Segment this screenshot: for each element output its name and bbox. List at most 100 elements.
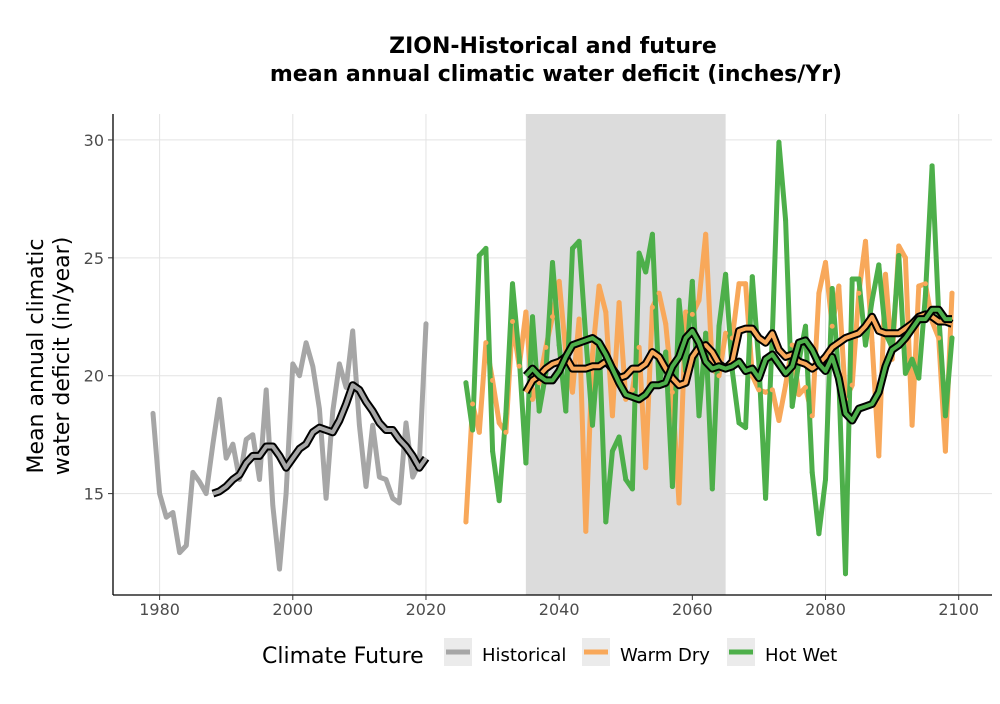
legend-label-historical: Historical bbox=[482, 645, 566, 666]
legend-item-hot-wet: Hot Wet bbox=[727, 638, 837, 666]
legend-item-historical: Historical bbox=[444, 638, 566, 666]
data-point-hot-wet bbox=[589, 422, 595, 428]
x-tick-label: 2020 bbox=[406, 600, 447, 619]
y-axis-label: Mean annual climatic water deficit (in/y… bbox=[24, 237, 75, 476]
data-point-hot-wet bbox=[663, 349, 669, 355]
data-point-hot-wet bbox=[869, 297, 875, 303]
tick-labels: 1980 2000 2020 2040 2060 2080 2100 15 20 25 30 bbox=[84, 131, 979, 619]
data-point-hot-wet bbox=[536, 408, 542, 414]
data-point-hot-wet bbox=[743, 425, 749, 431]
legend-item-warm-dry: Warm Dry bbox=[582, 638, 710, 666]
data-point-hot-wet bbox=[496, 498, 502, 504]
data-point-hot-wet bbox=[723, 271, 729, 277]
data-point-warm-dry bbox=[523, 309, 529, 315]
data-point-warm-dry bbox=[876, 453, 882, 459]
data-point-hot-wet bbox=[490, 448, 496, 454]
data-point-hot-wet bbox=[809, 469, 815, 475]
data-point-hot-wet bbox=[483, 245, 489, 251]
y-axis-label-line-2: water deficit (in/year) bbox=[50, 237, 75, 476]
data-point-hot-wet bbox=[763, 495, 769, 501]
data-point-hot-wet bbox=[716, 323, 722, 329]
data-point-warm-dry bbox=[643, 465, 649, 471]
data-point-hot-wet bbox=[556, 342, 562, 348]
series-line-hot-wet bbox=[463, 139, 955, 577]
legend-title: Climate Future bbox=[262, 644, 424, 669]
data-point-hot-wet bbox=[916, 375, 922, 381]
data-point-hot-wet bbox=[896, 252, 902, 258]
data-point-hot-wet bbox=[789, 403, 795, 409]
x-tick-label: 2060 bbox=[672, 600, 713, 619]
trend-line-hot-wet bbox=[524, 307, 952, 423]
data-point-warm-dry bbox=[916, 283, 922, 289]
data-point-warm-dry bbox=[583, 528, 589, 534]
data-point-warm-dry bbox=[470, 401, 476, 407]
x-tick-label: 2100 bbox=[938, 600, 979, 619]
data-point-hot-wet bbox=[569, 245, 575, 251]
data-point-warm-dry bbox=[936, 335, 942, 341]
data-point-hot-wet bbox=[689, 278, 695, 284]
data-point-warm-dry bbox=[483, 340, 489, 346]
y-tick-label: 15 bbox=[84, 485, 104, 504]
data-point-warm-dry bbox=[609, 413, 615, 419]
data-point-warm-dry bbox=[789, 342, 795, 348]
data-point-warm-dry bbox=[516, 363, 522, 369]
data-point-warm-dry bbox=[896, 243, 902, 249]
data-point-warm-dry bbox=[942, 448, 948, 454]
data-point-warm-dry bbox=[776, 418, 782, 424]
data-point-hot-wet bbox=[516, 354, 522, 360]
data-point-warm-dry bbox=[816, 290, 822, 296]
trend-line-warm-dry bbox=[524, 312, 953, 394]
data-point-hot-wet bbox=[696, 413, 702, 419]
data-point-hot-wet bbox=[649, 231, 655, 237]
data-point-warm-dry bbox=[703, 231, 709, 237]
data-point-hot-wet bbox=[703, 330, 709, 336]
data-point-hot-wet bbox=[929, 163, 935, 169]
data-point-hot-wet bbox=[902, 370, 908, 376]
data-point-hot-wet bbox=[669, 484, 675, 490]
data-point-warm-dry bbox=[636, 344, 642, 350]
data-point-warm-dry bbox=[683, 309, 689, 315]
data-point-warm-dry bbox=[543, 344, 549, 350]
data-point-warm-dry bbox=[550, 314, 555, 320]
data-point-warm-dry bbox=[756, 387, 762, 393]
data-point-warm-dry bbox=[882, 271, 888, 277]
data-point-warm-dry bbox=[783, 382, 789, 388]
data-point-warm-dry bbox=[809, 413, 815, 419]
data-point-warm-dry bbox=[796, 392, 802, 398]
data-point-hot-wet bbox=[749, 274, 755, 280]
data-point-hot-wet bbox=[676, 297, 682, 303]
x-tick-label: 2000 bbox=[272, 600, 313, 619]
data-point-hot-wet bbox=[849, 276, 855, 282]
data-point-warm-dry bbox=[723, 330, 729, 336]
data-point-hot-wet bbox=[603, 519, 609, 525]
data-point-warm-dry bbox=[496, 420, 502, 426]
legend: Climate Future Historical Warm Dry Hot W… bbox=[262, 638, 837, 669]
chart-title-line-2: mean annual climatic water deficit (inch… bbox=[270, 62, 842, 87]
data-point-hot-wet bbox=[783, 217, 789, 223]
data-point-hot-wet bbox=[803, 323, 809, 329]
x-tick-label: 1980 bbox=[139, 600, 180, 619]
data-point-hot-wet bbox=[643, 269, 649, 275]
data-point-warm-dry bbox=[476, 429, 482, 435]
data-point-warm-dry bbox=[869, 340, 875, 346]
data-point-hot-wet bbox=[876, 262, 882, 268]
data-point-hot-wet bbox=[576, 238, 582, 244]
data-point-warm-dry bbox=[536, 380, 542, 386]
legend-label-hot-wet: Hot Wet bbox=[765, 645, 837, 666]
data-point-hot-wet bbox=[629, 486, 635, 492]
data-point-hot-wet bbox=[623, 476, 629, 482]
chart-title-line-1: ZION-Historical and future bbox=[389, 34, 717, 59]
data-point-warm-dry bbox=[629, 387, 635, 393]
data-point-warm-dry bbox=[763, 389, 769, 395]
data-point-warm-dry bbox=[556, 278, 562, 284]
data-point-warm-dry bbox=[589, 352, 595, 357]
data-point-warm-dry bbox=[530, 396, 536, 402]
data-point-warm-dry bbox=[736, 281, 742, 287]
data-point-hot-wet bbox=[563, 408, 569, 414]
data-point-hot-wet bbox=[823, 476, 829, 482]
data-point-warm-dry bbox=[949, 290, 955, 296]
x-tick-label: 2040 bbox=[539, 600, 580, 619]
data-point-warm-dry bbox=[743, 281, 749, 287]
data-point-hot-wet bbox=[616, 434, 622, 440]
